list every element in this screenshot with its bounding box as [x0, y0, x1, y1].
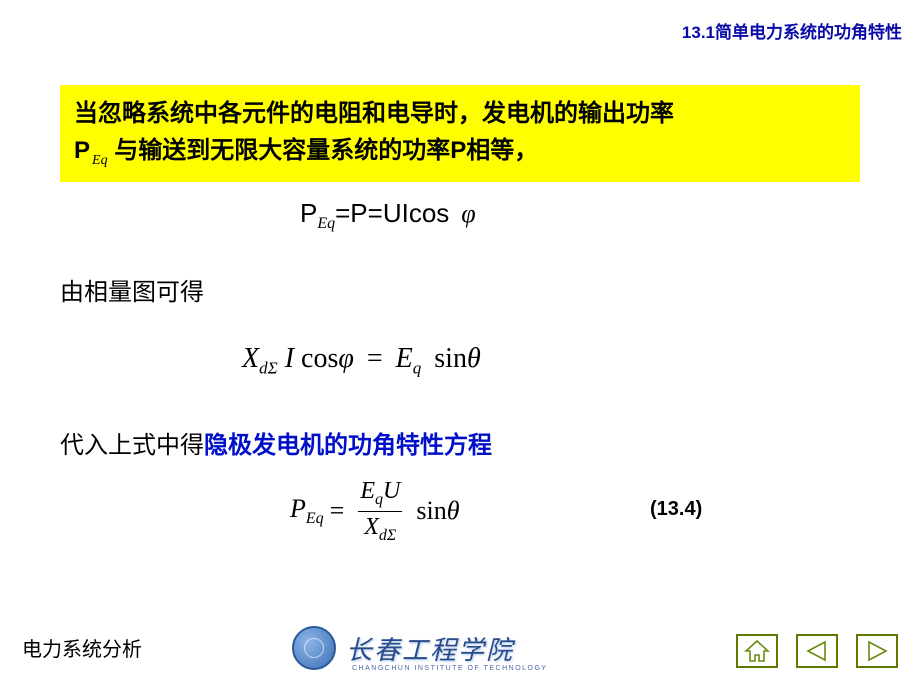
text-substitute: 代入上式中得隐极发电机的功角特性方程: [60, 425, 492, 460]
equation-3-label: (13.4): [650, 498, 702, 521]
home-button[interactable]: [736, 634, 778, 668]
text-phasor: 由相量图可得: [60, 272, 204, 307]
highlight-P-sub: Eq: [92, 153, 108, 168]
nav-button-group: [736, 634, 898, 668]
eq2-E: E: [396, 343, 413, 374]
eq3-numU: U: [383, 478, 400, 504]
eq3-denXsub: dΣ: [379, 527, 397, 544]
eq2-eq: =: [367, 343, 383, 374]
eq1-sub: Eq: [317, 215, 335, 232]
text2a: 代入上式中得: [60, 432, 204, 459]
eq2-X: X: [242, 343, 259, 374]
eq3-numE: E: [360, 478, 375, 504]
eq3-sin: sin: [416, 496, 446, 525]
eq3-eq: =: [330, 496, 345, 526]
highlight-line1: 当忽略系统中各元件的电阻和电导时，发电机的输出功率: [74, 100, 674, 127]
logo-badge: [292, 626, 336, 670]
footer-logo: 长春工程学院 CHANGCHUN INSTITUTE OF TECHNOLOGY: [292, 624, 592, 672]
eq1-P: P: [300, 198, 317, 228]
eq3-denX: X: [364, 514, 379, 540]
triangle-right-icon: [865, 640, 889, 662]
triangle-left-icon: [805, 640, 829, 662]
eq3-P: P: [290, 494, 306, 523]
logo-subtext: CHANGCHUN INSTITUTE OF TECHNOLOGY: [352, 665, 548, 672]
eq2-sin: sin: [434, 343, 467, 374]
footer-course-name: 电力系统分析: [22, 633, 142, 662]
eq1-phi: φ: [461, 199, 475, 228]
home-icon: [744, 639, 770, 663]
next-button[interactable]: [856, 634, 898, 668]
section-header: 13.1简单电力系统的功角特性: [682, 18, 902, 43]
highlight-P: P: [74, 137, 90, 164]
eq2-cos: cos: [301, 343, 338, 374]
highlight-statement: 当忽略系统中各元件的电阻和电导时，发电机的输出功率 PEq 与输送到无限大容量系…: [60, 85, 860, 182]
highlight-line2b: 与输送到无限大容量系统的功率P相等，: [114, 137, 538, 164]
eq2-I: I: [285, 343, 294, 374]
eq2-phi: φ: [338, 343, 354, 374]
logo-text: 长春工程学院: [346, 630, 514, 667]
eq3-numEsub: q: [375, 491, 383, 508]
eq2-Esub: q: [413, 359, 422, 378]
eq1-rhs: =P=UIcos: [335, 198, 449, 228]
eq3-theta: θ: [447, 496, 460, 525]
eq3-Psub: Eq: [306, 510, 324, 527]
eq2-Xsub: dΣ: [259, 359, 278, 378]
equation-1: PEq=P=UIcos φ: [300, 198, 476, 233]
eq2-theta: θ: [467, 343, 481, 374]
prev-button[interactable]: [796, 634, 838, 668]
text2b-blue: 隐极发电机的功角特性方程: [204, 432, 492, 459]
equation-3: PEq = EqU XdΣ sinθ: [290, 478, 459, 545]
equation-2: XdΣ I cosφ = Eq sinθ: [242, 343, 481, 379]
eq3-fraction: EqU XdΣ: [354, 478, 406, 545]
